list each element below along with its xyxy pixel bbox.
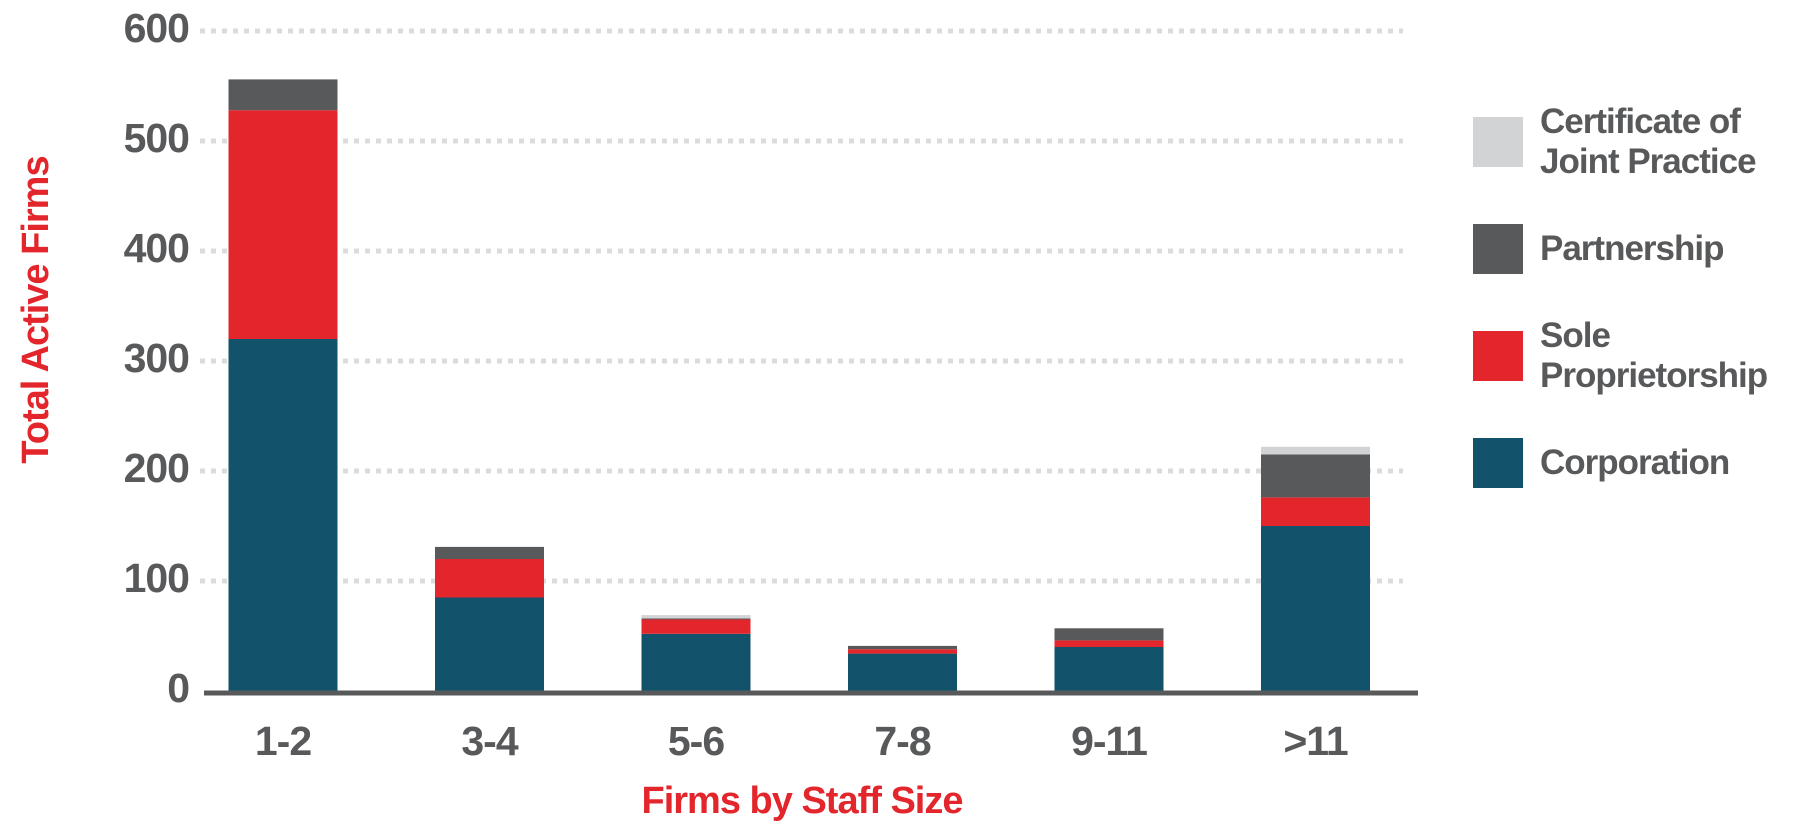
y-tick-label: 0 — [167, 665, 189, 711]
bar-segment — [641, 618, 751, 620]
y-tick-label: 600 — [124, 5, 190, 51]
y-tick-label: 300 — [124, 335, 190, 381]
y-tick-label: 200 — [124, 445, 190, 491]
bar-segment — [1054, 647, 1164, 691]
bar-segment — [435, 559, 544, 598]
bar-segment — [1261, 526, 1370, 691]
y-tick-label: 500 — [124, 115, 190, 161]
legend-item: Sole Proprietorship — [1473, 302, 1790, 409]
x-tick-label: 7-8 — [874, 718, 930, 764]
legend-swatch — [1473, 223, 1523, 274]
bar-segment — [1261, 497, 1370, 526]
legend-item: Corporation — [1473, 409, 1790, 516]
bar-segment — [848, 653, 957, 691]
bar-segment — [228, 110, 338, 339]
x-tick-label: 5-6 — [668, 718, 724, 764]
bar-segment — [228, 79, 338, 111]
legend-item: Certificate of Joint Practice — [1473, 88, 1790, 195]
legend-swatch — [1473, 116, 1523, 167]
bar-segment — [848, 645, 957, 650]
bar-segment — [641, 633, 751, 691]
bar-segment — [641, 615, 751, 619]
x-tick-label: 9-11 — [1071, 718, 1147, 764]
bar-segment — [435, 546, 544, 559]
bar-segment — [228, 339, 338, 691]
y-tick-label: 100 — [124, 555, 190, 601]
y-axis-title: Total Active Firms — [15, 156, 57, 463]
x-axis-title: Firms by Staff Size — [642, 780, 963, 822]
legend-label: Corporation — [1540, 442, 1730, 482]
y-tick-label: 400 — [124, 225, 190, 271]
bar-segment — [1054, 640, 1164, 647]
legend-label: Certificate of Joint Practice — [1540, 101, 1757, 181]
legend: Corporation Sole Proprietorship Partnershi… — [1473, 88, 1790, 516]
x-tick-label: 3-4 — [461, 718, 518, 764]
legend-swatch — [1473, 437, 1523, 488]
bar-segment — [641, 619, 751, 634]
bar-segment — [435, 597, 544, 691]
bar-segment — [1261, 446, 1370, 455]
legend-swatch — [1473, 330, 1523, 381]
bar-segment — [1054, 628, 1164, 641]
x-tick-label: 1-2 — [255, 718, 311, 764]
legend-label: Sole Proprietorship — [1540, 315, 1768, 395]
legend-label: Partnership — [1540, 228, 1725, 268]
bar-segment — [1261, 454, 1370, 498]
x-tick-label: >11 — [1283, 718, 1347, 764]
bar-segment — [848, 649, 957, 654]
legend-item: Partnership — [1473, 195, 1790, 302]
